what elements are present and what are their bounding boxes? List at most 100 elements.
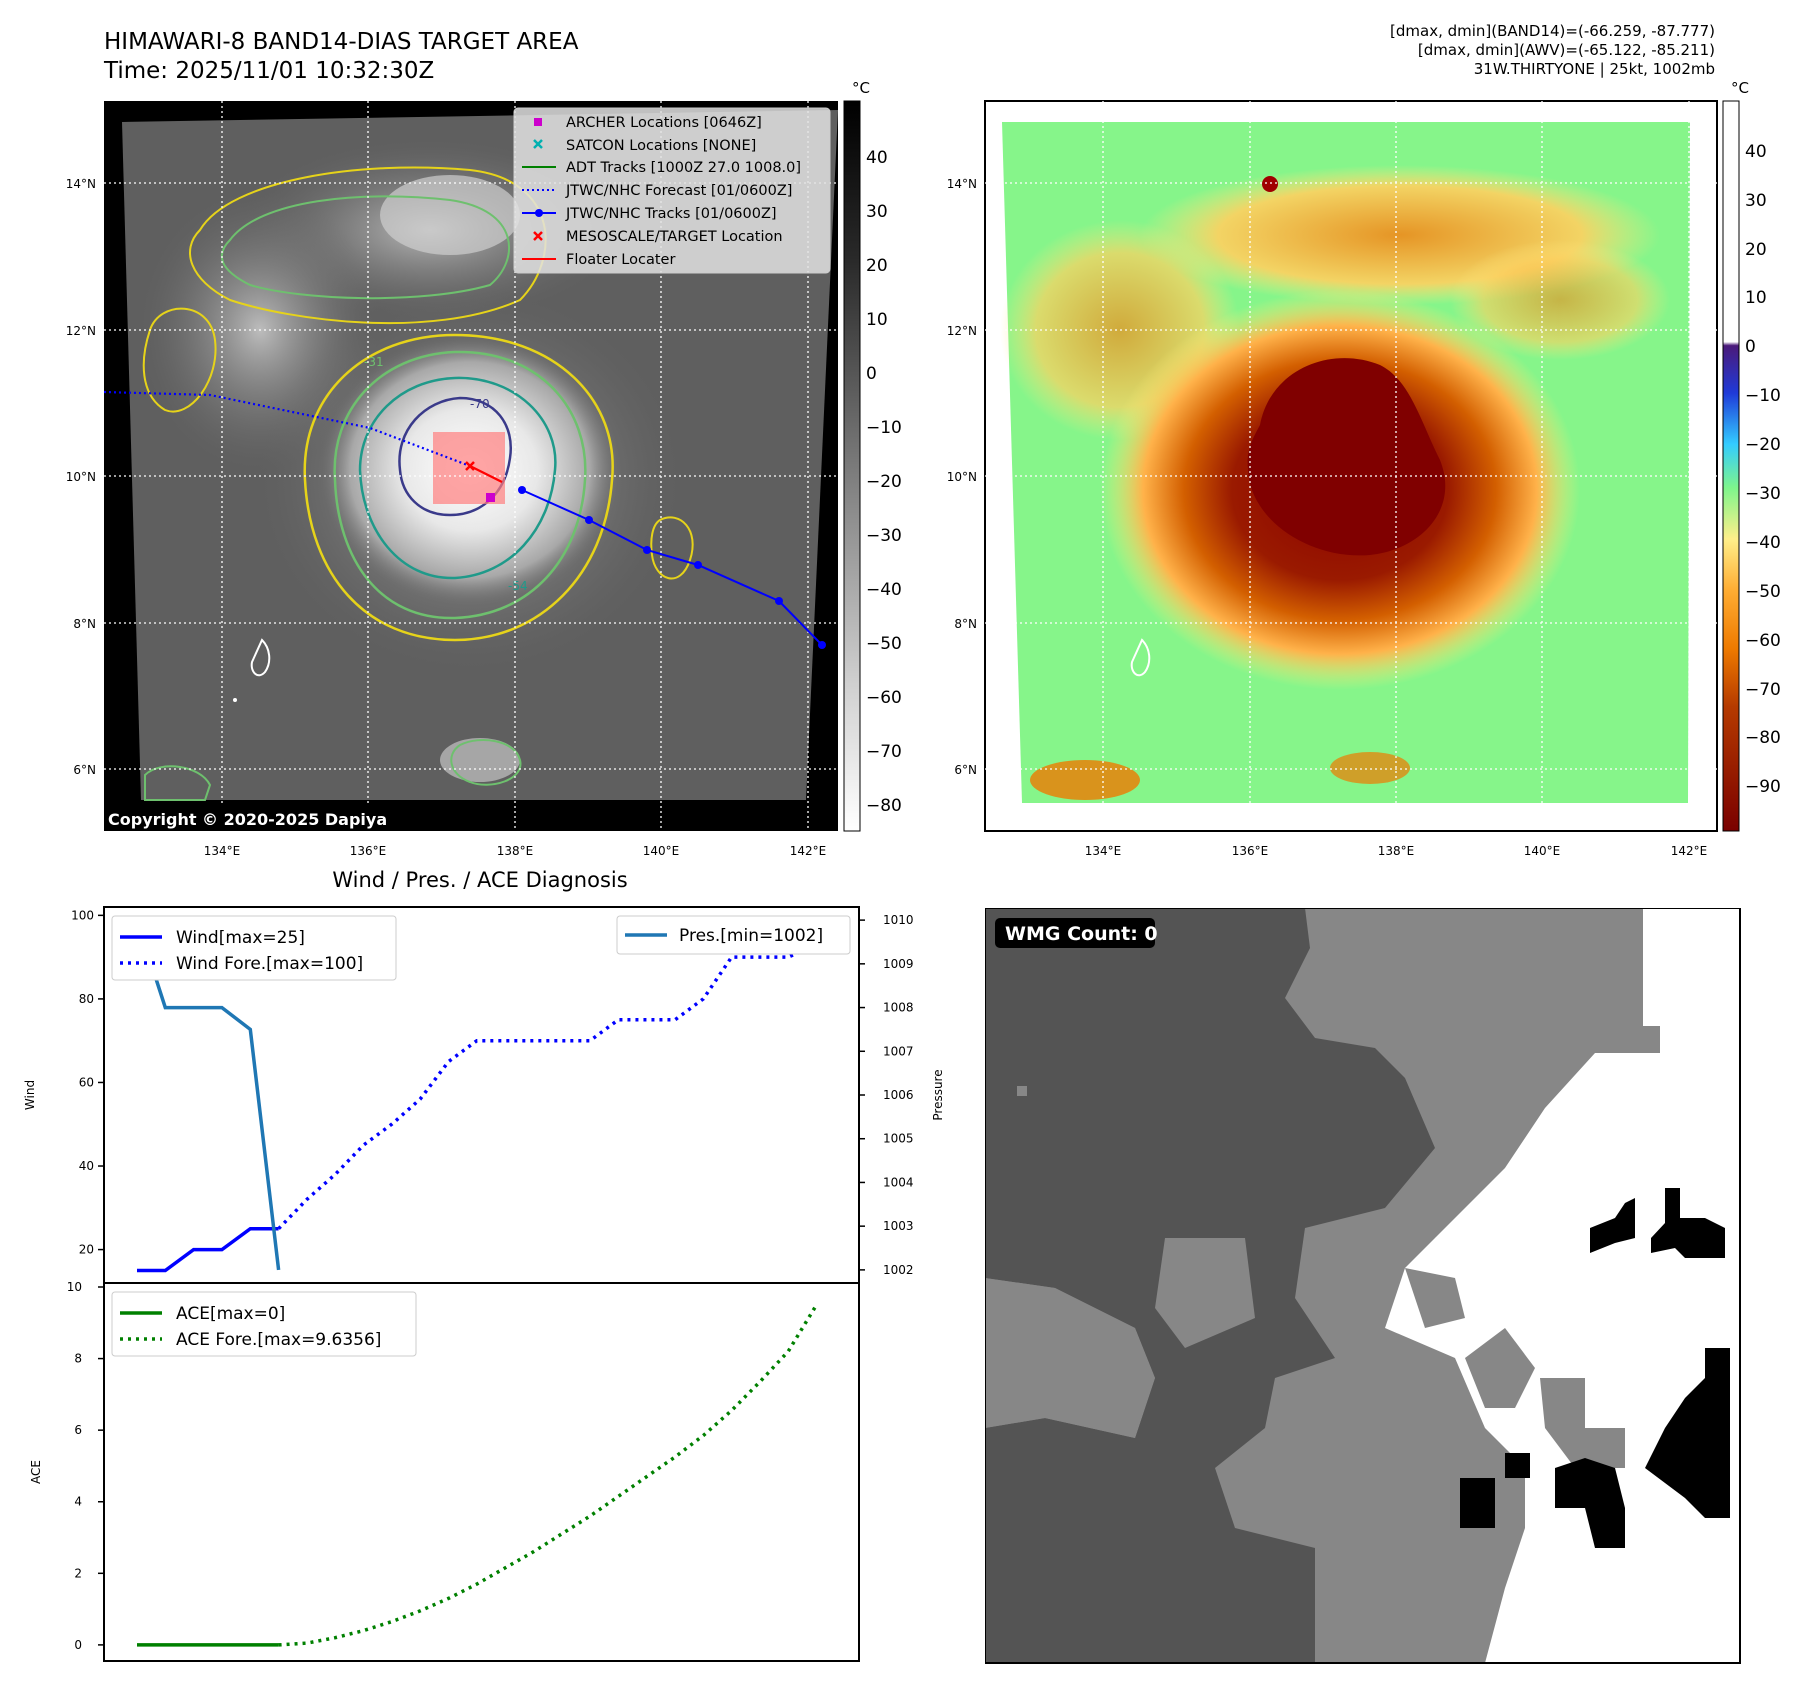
wind-tick-label: 80 <box>79 992 94 1006</box>
svg-text:140°E: 140°E <box>643 844 680 858</box>
pressure-legend: Pres.[min=1002] <box>616 915 851 955</box>
svg-text:8°N: 8°N <box>73 617 96 631</box>
svg-text:10°N: 10°N <box>947 470 977 484</box>
svg-text:142°E: 142°E <box>790 844 827 858</box>
contour-label: -31 <box>364 355 384 369</box>
svg-text:0: 0 <box>1745 337 1756 357</box>
awv-info: [dmax, dmin](BAND14)=(-66.259, -87.777) … <box>1390 22 1715 79</box>
svg-text:40: 40 <box>866 148 888 168</box>
svg-text:142°E: 142°E <box>1671 844 1708 858</box>
legend-forecast: JTWC/NHC Forecast [01/0600Z] <box>565 183 792 199</box>
svg-text:6°N: 6°N <box>954 763 977 777</box>
svg-text:0: 0 <box>866 364 877 384</box>
pressure-tick-label: 1006 <box>883 1088 914 1102</box>
svg-text:−20: −20 <box>866 472 902 492</box>
svg-text:−40: −40 <box>866 580 902 600</box>
svg-text:−10: −10 <box>866 418 902 438</box>
awv-lon-labels: 134°E 136°E 138°E 140°E 142°E <box>1085 844 1708 858</box>
legend-floater: Floater Locater <box>566 252 675 268</box>
series-line-wind <box>137 1226 279 1273</box>
pressure-tick-label: 1005 <box>883 1132 914 1146</box>
wind-tick-label: 100 <box>71 908 94 922</box>
ace-tick-label: 6 <box>74 1423 82 1437</box>
svg-text:−30: −30 <box>866 526 902 546</box>
pressure-tick-label: 1004 <box>883 1175 914 1189</box>
ir-lon-labels: 134°E 136°E 138°E 140°E 142°E <box>204 844 827 858</box>
svg-text:−30: −30 <box>1745 484 1781 504</box>
legend-adt: ADT Tracks [1000Z 27.0 1008.0] <box>566 160 801 176</box>
info-line-1: [dmax, dmin](BAND14)=(-66.259, -87.777) <box>1390 22 1715 40</box>
info-line-2: [dmax, dmin](AWV)=(-65.122, -85.211) <box>1417 41 1715 59</box>
ace-tick-label: 0 <box>74 1638 82 1652</box>
diagnosis-title: Wind / Pres. / ACE Diagnosis <box>332 868 627 892</box>
svg-text:138°E: 138°E <box>1378 844 1415 858</box>
svg-text:134°E: 134°E <box>204 844 241 858</box>
wmg-panel: WMG Count: 0 <box>985 908 1741 1664</box>
legend-pressure: Pres.[min=1002] <box>679 926 823 946</box>
satellite-panels-svg: -31 -54 -70 Co <box>66 79 1781 858</box>
ace-tick-label: 8 <box>74 1352 82 1366</box>
wind-tick-label: 20 <box>79 1243 94 1257</box>
ir-lat-labels: 14°N 12°N 10°N 8°N 6°N <box>66 177 96 777</box>
contour-label: -70 <box>470 397 490 411</box>
svg-text:−60: −60 <box>866 688 902 708</box>
svg-text:−40: −40 <box>1745 533 1781 553</box>
svg-text:8°N: 8°N <box>954 617 977 631</box>
jtwc-track <box>521 489 823 646</box>
svg-text:14°N: 14°N <box>66 177 96 191</box>
legend-jtwc: JTWC/NHC Tracks [01/0600Z] <box>565 206 777 222</box>
contour-label: -54 <box>508 579 528 593</box>
ace-axis-label: ACE <box>29 1460 43 1484</box>
svg-text:138°E: 138°E <box>497 844 534 858</box>
title-line-2: Time: 2025/11/01 10:32:30Z <box>104 58 435 84</box>
svg-text:30: 30 <box>866 202 888 222</box>
ace-tick-label: 4 <box>74 1495 82 1509</box>
awv-colorbar: °C 40 30 20 10 0 −10 −20 −30 −40 −50 −60… <box>1722 79 1781 832</box>
svg-text:136°E: 136°E <box>1232 844 1269 858</box>
ace-tick-label: 10 <box>67 1280 82 1294</box>
svg-text:10°N: 10°N <box>66 470 96 484</box>
archer-marker <box>486 493 495 502</box>
wind-tick-label: 40 <box>79 1159 94 1173</box>
svg-text:−50: −50 <box>866 634 902 654</box>
legend-ace-forecast: ACE Fore.[max=9.6356] <box>176 1330 381 1350</box>
legend-wind-forecast: Wind Fore.[max=100] <box>176 954 363 974</box>
svg-text:12°N: 12°N <box>66 324 96 338</box>
svg-text:10: 10 <box>866 310 888 330</box>
pressure-axis-label: Pressure <box>931 1069 945 1120</box>
ir-map: -31 -54 -70 Co <box>103 101 838 831</box>
svg-text:−50: −50 <box>1745 582 1781 602</box>
svg-text:−10: −10 <box>1745 386 1781 406</box>
copyright-text: Copyright © 2020-2025 Dapiya <box>108 810 387 829</box>
wind-axis-label: Wind <box>23 1080 37 1110</box>
wmg-count-label: WMG Count: 0 <box>1005 923 1158 945</box>
pressure-tick-label: 1002 <box>883 1263 914 1277</box>
awv-lat-labels: 14°N 12°N 10°N 8°N 6°N <box>947 177 977 777</box>
pressure-tick-label: 1008 <box>883 1001 914 1015</box>
svg-text:−70: −70 <box>1745 680 1781 700</box>
pressure-tick-label: 1003 <box>883 1219 914 1233</box>
awv-colorbar-ticks: 40 30 20 10 0 −10 −20 −30 −40 −50 −60 −7… <box>1745 142 1781 797</box>
svg-text:10: 10 <box>1745 288 1767 308</box>
svg-text:−90: −90 <box>1745 777 1781 797</box>
floater-locater <box>469 465 503 483</box>
ace-tick-label: 2 <box>74 1566 82 1580</box>
pressure-y-ticks: 1010 1009 1008 1007 1006 1005 1004 1003 1002 <box>859 913 914 1277</box>
ace-plot <box>137 1303 818 1647</box>
svg-text:136°E: 136°E <box>350 844 387 858</box>
pressure-tick-label: 1010 <box>883 913 914 927</box>
svg-text:40: 40 <box>1745 142 1767 162</box>
svg-text:12°N: 12°N <box>947 324 977 338</box>
svg-text:20: 20 <box>866 256 888 276</box>
legend-wind: Wind[max=25] <box>176 928 305 948</box>
svg-text:−70: −70 <box>866 742 902 762</box>
satellite-title: HIMAWARI-8 BAND14-DIAS TARGET AREA Time:… <box>104 28 578 86</box>
pressure-tick-label: 1007 <box>883 1044 914 1058</box>
svg-text:6°N: 6°N <box>73 763 96 777</box>
series-line-pres- <box>135 919 281 1271</box>
svg-text:30: 30 <box>1745 191 1767 211</box>
svg-text:134°E: 134°E <box>1085 844 1122 858</box>
ace-y-ticks: 10 8 6 4 2 0 <box>67 1280 104 1652</box>
svg-text:−60: −60 <box>1745 631 1781 651</box>
wind-plot <box>135 919 818 1273</box>
